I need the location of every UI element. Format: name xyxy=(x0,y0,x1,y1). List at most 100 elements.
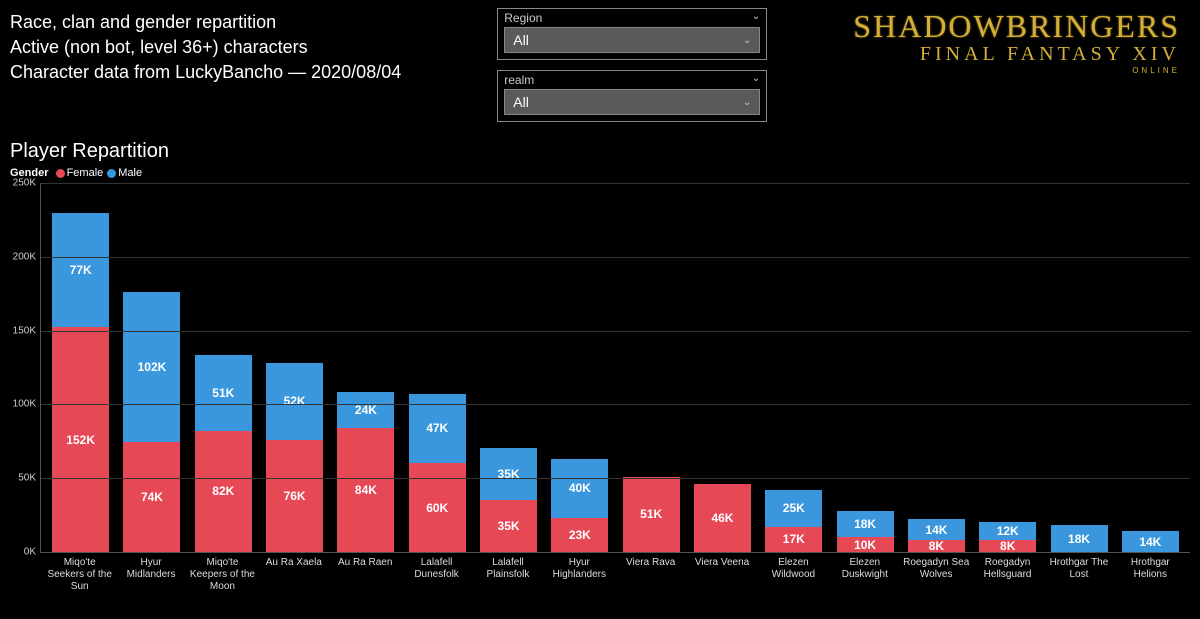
bar-segment-female: 84K xyxy=(337,428,394,552)
bar-stack[interactable]: 152K77K xyxy=(52,213,109,552)
y-axis-label: 200K xyxy=(6,251,36,262)
bar-segment-female: 8K xyxy=(979,540,1036,552)
bar-column: 82K51K xyxy=(188,183,259,552)
filter-panel: Region ⌄ All ⌄ realm ⌄ All ⌄ xyxy=(497,8,767,132)
region-filter-label: Region ⌄ xyxy=(504,11,760,25)
bar-stack[interactable]: 18K xyxy=(1051,525,1108,552)
realm-select[interactable]: All ⌄ xyxy=(504,89,760,115)
bar-stack[interactable]: 10K18K xyxy=(837,511,894,552)
bar-segment-male: 102K xyxy=(123,292,180,443)
bar-segment-female: 152K xyxy=(52,327,109,552)
bar-column: 46K xyxy=(687,183,758,552)
x-axis-label: Miqo'te Keepers of the Moon xyxy=(187,555,258,595)
legend-label: Female xyxy=(67,167,104,179)
y-axis-label: 150K xyxy=(6,325,36,336)
x-axis-label: Elezen Duskwight xyxy=(829,555,900,595)
x-axis-label: Elezen Wildwood xyxy=(758,555,829,595)
bar-stack[interactable]: 23K40K xyxy=(551,459,608,552)
bars-container: 152K77K74K102K82K51K76K52K84K24K60K47K35… xyxy=(41,183,1190,552)
bar-segment-male: 24K xyxy=(337,392,394,428)
chevron-down-icon: ⌄ xyxy=(752,73,760,87)
logo-line-3: ONLINE xyxy=(853,66,1180,75)
bar-segment-female: 51K xyxy=(623,477,680,552)
bar-segment-female: 82K xyxy=(195,431,252,552)
bar-segment-female: 10K xyxy=(837,537,894,552)
bar-stack[interactable]: 76K52K xyxy=(266,363,323,552)
x-axis-label: Au Ra Raen xyxy=(330,555,401,595)
logo-line-2: FINAL FANTASY XIV xyxy=(853,42,1180,66)
logo-line-1: SHADOWBRINGERS xyxy=(853,10,1180,42)
x-axis-label: Viera Rava xyxy=(615,555,686,595)
bar-stack[interactable]: 14K xyxy=(1122,531,1179,552)
header-line-3: Character data from LuckyBancho — 2020/0… xyxy=(10,60,401,85)
chevron-down-icon: ⌄ xyxy=(743,97,751,108)
bar-stack[interactable]: 17K25K xyxy=(765,490,822,552)
header: Race, clan and gender repartition Active… xyxy=(0,0,1200,132)
bar-segment-male: 12K xyxy=(979,522,1036,540)
realm-filter-group: realm ⌄ All ⌄ xyxy=(497,70,767,122)
bar-column: 76K52K xyxy=(259,183,330,552)
gridline xyxy=(41,404,1190,405)
x-axis-label: Lalafell Dunesfolk xyxy=(401,555,472,595)
header-text-block: Race, clan and gender repartition Active… xyxy=(10,10,401,132)
bar-segment-male: 77K xyxy=(52,213,109,327)
y-axis-label: 100K xyxy=(6,399,36,410)
region-select[interactable]: All ⌄ xyxy=(504,27,760,53)
x-axis-label: Au Ra Xaela xyxy=(258,555,329,595)
header-line-1: Race, clan and gender repartition xyxy=(10,10,401,35)
x-axis-label: Hyur Highlanders xyxy=(544,555,615,595)
region-filter-group: Region ⌄ All ⌄ xyxy=(497,8,767,60)
bar-segment-male: 35K xyxy=(480,448,537,500)
bar-column: 18K xyxy=(1043,183,1114,552)
bar-stack[interactable]: 46K xyxy=(694,484,751,552)
bar-column: 23K40K xyxy=(544,183,615,552)
bar-column: 10K18K xyxy=(829,183,900,552)
bar-column: 35K35K xyxy=(473,183,544,552)
bar-segment-female: 60K xyxy=(409,463,466,552)
region-select-value: All xyxy=(513,32,529,48)
x-axis-label: Viera Veena xyxy=(686,555,757,595)
bar-stack[interactable]: 60K47K xyxy=(409,394,466,552)
bar-segment-female: 76K xyxy=(266,440,323,552)
legend-swatch xyxy=(107,169,116,178)
plot-area: 152K77K74K102K82K51K76K52K84K24K60K47K35… xyxy=(40,183,1190,553)
chart-legend: Gender FemaleMale xyxy=(0,165,1200,183)
bar-segment-male: 52K xyxy=(266,363,323,440)
bar-column: 51K xyxy=(616,183,687,552)
bar-stack[interactable]: 82K51K xyxy=(195,355,252,552)
bar-stack[interactable]: 8K12K xyxy=(979,522,1036,552)
gridline xyxy=(41,478,1190,479)
bar-column: 17K25K xyxy=(758,183,829,552)
x-axis-label: Hyur Midlanders xyxy=(115,555,186,595)
legend-label: Male xyxy=(118,167,142,179)
bar-segment-male: 40K xyxy=(551,459,608,518)
bar-stack[interactable]: 51K xyxy=(623,477,680,552)
x-axis-label: Lalafell Plainsfolk xyxy=(472,555,543,595)
bar-segment-female: 35K xyxy=(480,500,537,552)
bar-segment-female: 46K xyxy=(694,484,751,552)
bar-column: 60K47K xyxy=(402,183,473,552)
chart-title: Player Repartition xyxy=(0,132,1200,165)
bar-stack[interactable]: 35K35K xyxy=(480,448,537,552)
bar-segment-female: 74K xyxy=(123,442,180,552)
y-axis-label: 250K xyxy=(6,178,36,189)
gridline xyxy=(41,331,1190,332)
bar-stack[interactable]: 8K14K xyxy=(908,519,965,552)
bar-column: 8K14K xyxy=(901,183,972,552)
bar-column: 74K102K xyxy=(116,183,187,552)
x-axis-labels: Miqo'te Seekers of the SunHyur Midlander… xyxy=(40,555,1190,595)
chevron-down-icon: ⌄ xyxy=(752,11,760,25)
bar-stack[interactable]: 84K24K xyxy=(337,392,394,552)
bar-segment-male: 18K xyxy=(1051,525,1108,552)
x-axis-label: Miqo'te Seekers of the Sun xyxy=(44,555,115,595)
bar-segment-male: 14K xyxy=(1122,531,1179,552)
gridline xyxy=(41,183,1190,184)
realm-filter-label: realm ⌄ xyxy=(504,73,760,87)
gridline xyxy=(41,257,1190,258)
bar-segment-female: 8K xyxy=(908,540,965,552)
bar-segment-male: 25K xyxy=(765,490,822,527)
realm-select-value: All xyxy=(513,94,529,110)
chevron-down-icon: ⌄ xyxy=(743,35,751,46)
x-axis-label: Hrothgar Helions xyxy=(1115,555,1186,595)
bar-segment-male: 18K xyxy=(837,511,894,538)
